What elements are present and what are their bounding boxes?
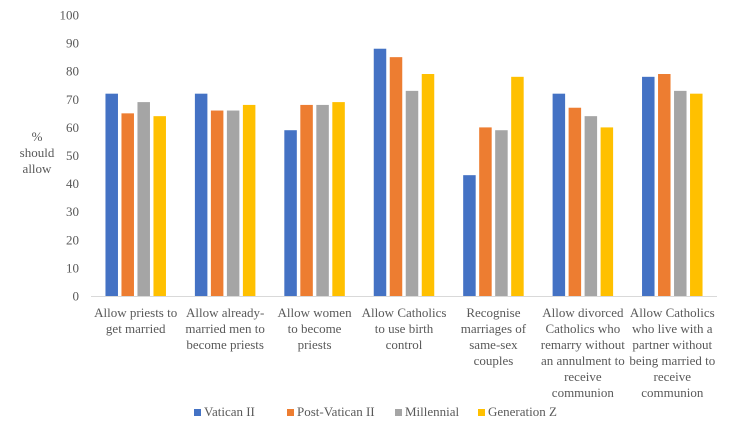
y-tick-label: 10 [66, 260, 79, 275]
bar [210, 110, 224, 296]
y-tick-label: 30 [66, 204, 79, 219]
legend-swatch [287, 409, 294, 416]
y-axis-ticks: 0 10 20 30 40 50 60 70 80 90 100 [60, 8, 80, 304]
y-tick-label: 100 [60, 8, 80, 23]
series-post-vatican-ii [121, 57, 671, 297]
y-axis-title-line: allow [23, 161, 52, 176]
bar [674, 90, 687, 297]
bar [511, 76, 524, 296]
category-label-line: to become [288, 321, 342, 336]
bar [658, 74, 671, 296]
legend-item: Generation Z [478, 404, 557, 419]
category-label-line: receive [564, 369, 602, 384]
category-label-line: Allow priests to [94, 305, 177, 320]
bar [316, 104, 329, 296]
bar [389, 57, 403, 297]
bar [600, 127, 614, 297]
y-tick-label: 20 [66, 232, 79, 247]
category-label-line: married men to [185, 321, 264, 336]
category-label-line: receive [654, 369, 692, 384]
bar [373, 48, 387, 296]
legend-label: Generation Z [488, 404, 557, 419]
series-generation-z [153, 74, 703, 297]
y-tick-label: 50 [66, 148, 79, 163]
legend-swatch [478, 409, 485, 416]
category-label-line: communion [552, 385, 615, 400]
y-tick-label: 0 [73, 289, 80, 304]
y-tick-label: 70 [66, 92, 79, 107]
category-label-line: an annulment to [541, 353, 625, 368]
category-label-line: marriages of [461, 321, 527, 336]
series-millennial [137, 90, 687, 297]
category-label-line: Recognise [466, 305, 520, 320]
bar [495, 130, 508, 296]
bar [421, 74, 435, 296]
y-tick-label: 40 [66, 176, 79, 191]
bar [568, 107, 582, 296]
category-label-line: Allow divorced [542, 305, 624, 320]
category-label-line: priests [298, 337, 332, 352]
bar [642, 76, 655, 296]
category-label-line: being married to [629, 353, 715, 368]
series-vatican-ii [105, 48, 655, 297]
category-label-line: get married [106, 321, 166, 336]
bar [332, 102, 345, 296]
bar [690, 93, 703, 297]
y-tick-label: 60 [66, 120, 79, 135]
bar [121, 113, 134, 296]
category-label-line: couples [474, 353, 514, 368]
category-label-line: Allow Catholics [362, 305, 447, 320]
bar [405, 90, 419, 297]
bar [226, 110, 240, 296]
category-label-line: control [386, 337, 423, 352]
bar [284, 130, 297, 296]
legend-swatch [395, 409, 402, 416]
category-label-line: remarry without [541, 337, 626, 352]
legend-label: Millennial [405, 404, 460, 419]
category-label-line: Allow women [278, 305, 353, 320]
bar [552, 93, 566, 297]
category-label-line: Catholics who [545, 321, 620, 336]
legend-label: Post-Vatican II [297, 404, 375, 419]
category-label-line: Allow Catholics [630, 305, 715, 320]
bar [153, 116, 166, 296]
legend-swatch [194, 409, 201, 416]
legend: Vatican II Post-Vatican II Millennial Gener… [194, 404, 557, 419]
bar [584, 116, 598, 296]
bar [300, 104, 313, 296]
category-label-line: Allow already- [186, 305, 264, 320]
legend-label: Vatican II [204, 404, 255, 419]
y-tick-label: 80 [66, 64, 79, 79]
y-axis-title-line: % [32, 129, 43, 144]
category-label-line: same-sex [469, 337, 518, 352]
bar [463, 175, 476, 296]
y-tick-label: 90 [66, 36, 79, 51]
legend-item: Millennial [395, 404, 460, 419]
category-label-line: to use birth [375, 321, 434, 336]
category-label-line: communion [641, 385, 704, 400]
bar [194, 93, 208, 297]
bar [479, 127, 492, 297]
legend-item: Post-Vatican II [287, 404, 375, 419]
category-label-line: become priests [186, 337, 264, 352]
bar [242, 104, 256, 296]
legend-item: Vatican II [194, 404, 255, 419]
category-label-line: partner without [632, 337, 712, 352]
bars [105, 48, 703, 297]
y-axis-title-line: should [20, 145, 55, 160]
bar [137, 102, 150, 296]
category-label-line: who live with a [632, 321, 713, 336]
bar [105, 93, 118, 297]
